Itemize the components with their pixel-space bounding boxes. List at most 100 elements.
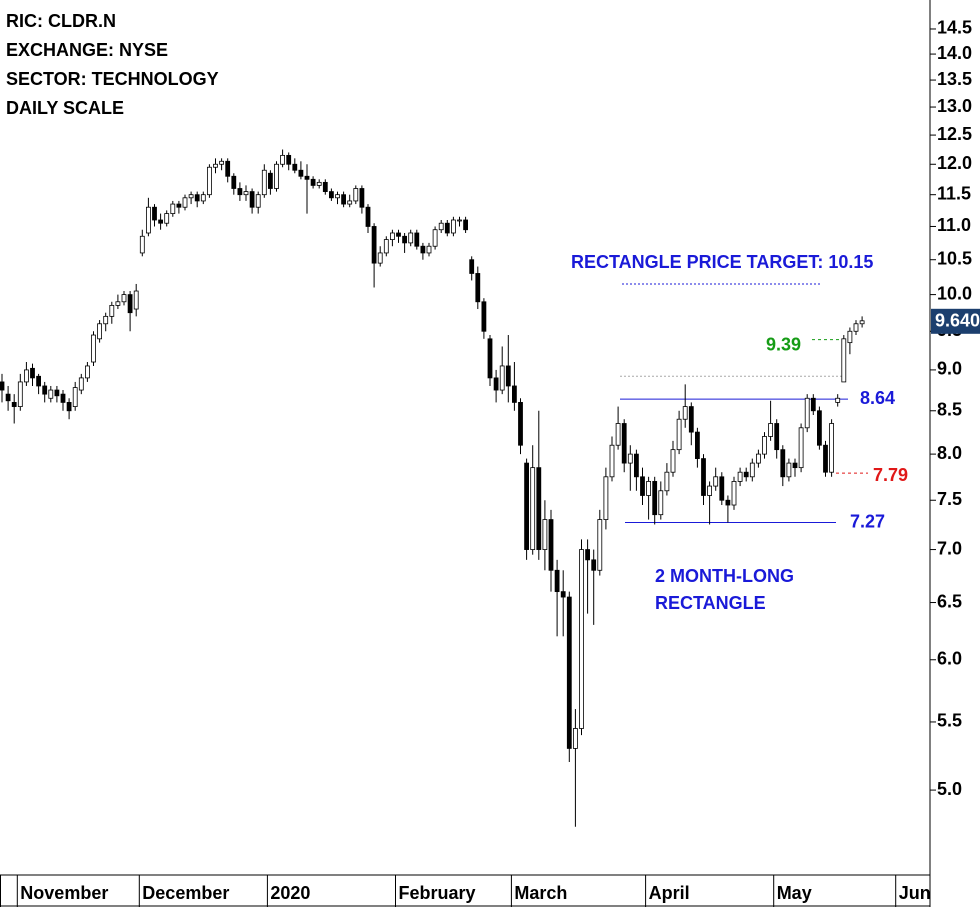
candle-body bbox=[158, 219, 164, 224]
candle-body bbox=[243, 191, 249, 196]
candle-body bbox=[182, 197, 188, 208]
candle-body bbox=[426, 245, 432, 254]
candle-body bbox=[749, 462, 755, 478]
candle-body bbox=[145, 206, 151, 234]
candle-body bbox=[408, 232, 414, 244]
candle-body bbox=[695, 431, 700, 459]
candle-body bbox=[298, 169, 304, 177]
candle-body bbox=[475, 273, 481, 303]
level-label: 8.64 bbox=[860, 388, 895, 408]
candle-body bbox=[109, 304, 115, 317]
candle-body bbox=[30, 367, 35, 379]
candle-body bbox=[36, 375, 41, 387]
candle-body bbox=[774, 423, 780, 451]
header-line: SECTOR: TECHNOLOGY bbox=[6, 69, 219, 89]
level-label: 7.79 bbox=[873, 465, 908, 485]
candle-body bbox=[804, 397, 810, 429]
candle-body bbox=[829, 423, 834, 473]
candle-body bbox=[371, 226, 377, 264]
candle-body bbox=[121, 294, 127, 303]
candle-body bbox=[206, 166, 212, 196]
candle-body bbox=[798, 427, 804, 469]
y-tick-label: 11.0 bbox=[937, 215, 971, 235]
level-label: 7.27 bbox=[850, 511, 885, 531]
candle-body bbox=[768, 423, 773, 437]
candle-body bbox=[133, 290, 139, 310]
candle-body bbox=[377, 252, 383, 264]
y-tick-label: 8.5 bbox=[937, 400, 962, 420]
candle-body bbox=[127, 294, 133, 314]
candle-body bbox=[310, 178, 316, 186]
candle-body bbox=[792, 462, 798, 469]
candle-body bbox=[823, 444, 828, 473]
y-tick-label: 10.0 bbox=[937, 283, 972, 303]
candle-body bbox=[0, 381, 5, 391]
pattern-label: 2 MONTH-LONG bbox=[655, 566, 794, 586]
candle-body bbox=[152, 206, 157, 221]
candle-body bbox=[11, 402, 17, 407]
candle-body bbox=[389, 232, 395, 240]
candle-body bbox=[743, 471, 749, 478]
candle-body bbox=[786, 462, 792, 478]
candle-body bbox=[579, 549, 584, 729]
candle-body bbox=[194, 194, 200, 202]
candle-body bbox=[481, 301, 487, 332]
candle-body bbox=[316, 181, 322, 186]
candle-body bbox=[286, 154, 292, 165]
candle-body bbox=[164, 213, 170, 224]
y-tick-label: 5.0 bbox=[937, 779, 962, 799]
candle-body bbox=[328, 191, 334, 199]
candle-body bbox=[627, 453, 633, 464]
header-line: EXCHANGE: NYSE bbox=[6, 40, 168, 60]
x-tick-label: Jun bbox=[899, 883, 931, 903]
candle-body bbox=[170, 203, 176, 214]
candle-body bbox=[60, 393, 66, 403]
candle-body bbox=[493, 377, 499, 391]
candle-body bbox=[566, 596, 572, 749]
target-label: RECTANGLE PRICE TARGET: 10.15 bbox=[571, 252, 873, 272]
candle-body bbox=[353, 188, 359, 202]
candle-body bbox=[835, 397, 841, 403]
candle-body bbox=[213, 163, 218, 168]
candle-body bbox=[237, 188, 243, 196]
candle-body bbox=[249, 191, 255, 208]
candle-body bbox=[841, 338, 847, 383]
candle-body bbox=[5, 393, 11, 402]
y-tick-label: 7.0 bbox=[937, 538, 962, 558]
candle-body bbox=[560, 591, 566, 598]
candle-body bbox=[322, 181, 328, 192]
candle-body bbox=[450, 219, 456, 234]
y-tick-label: 10.5 bbox=[937, 248, 972, 268]
pattern-label: RECTANGLE bbox=[655, 593, 766, 613]
y-tick-label: 6.0 bbox=[937, 649, 962, 669]
candle-body bbox=[536, 467, 542, 550]
candle-body bbox=[255, 194, 261, 208]
candle-body bbox=[444, 222, 450, 234]
candle-body bbox=[847, 330, 853, 344]
candle-body bbox=[396, 232, 401, 237]
candle-body bbox=[780, 449, 786, 478]
last-price-label: 9.640 bbox=[935, 311, 980, 331]
candle-body bbox=[621, 423, 627, 464]
x-tick-label: March bbox=[514, 883, 567, 903]
y-tick-label: 11.5 bbox=[937, 183, 971, 203]
y-tick-label: 9.0 bbox=[937, 359, 962, 379]
candle-body bbox=[85, 365, 90, 379]
candle-body bbox=[701, 458, 706, 496]
candle-body bbox=[518, 402, 523, 446]
candle-body bbox=[115, 301, 121, 306]
candle-body bbox=[640, 476, 645, 496]
candle-body bbox=[548, 519, 554, 571]
candle-body bbox=[609, 444, 615, 478]
candle-body bbox=[280, 154, 286, 165]
y-tick-label: 13.5 bbox=[937, 69, 972, 89]
candle-body bbox=[542, 519, 548, 550]
candle-body bbox=[524, 462, 529, 550]
candle-body bbox=[78, 377, 84, 391]
candle-body bbox=[97, 323, 102, 340]
candle-body bbox=[66, 402, 72, 412]
candle-body bbox=[646, 481, 651, 496]
candle-body bbox=[737, 471, 743, 482]
candle-body bbox=[457, 219, 462, 222]
candle-body bbox=[420, 245, 426, 254]
